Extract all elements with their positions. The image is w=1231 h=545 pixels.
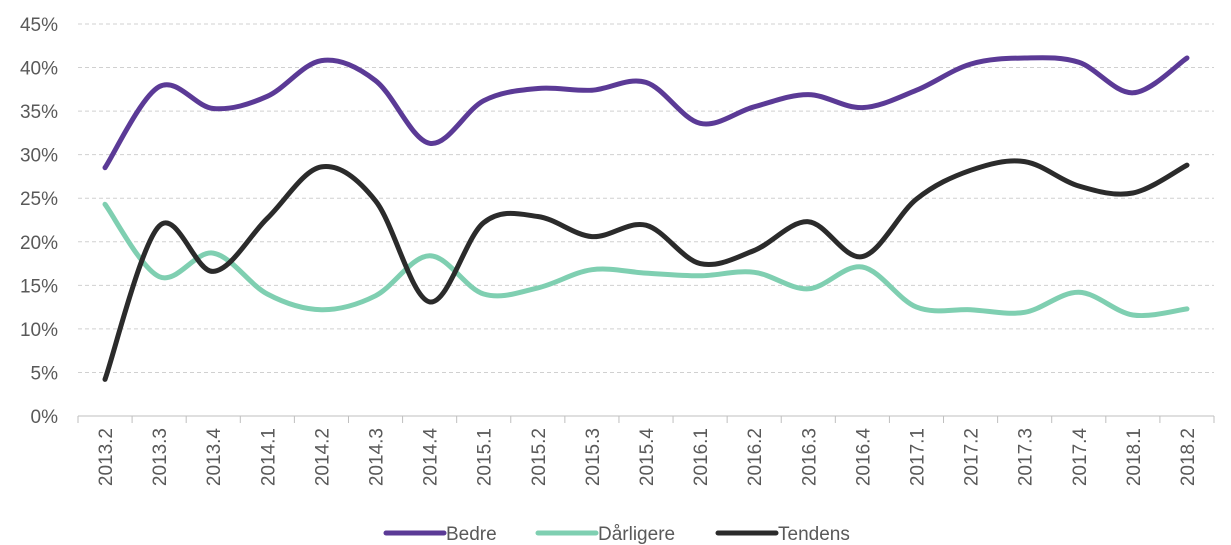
y-tick-label: 25% [20, 189, 58, 210]
x-tick-label: 2013.4 [204, 428, 225, 487]
x-tick-label: 2017.4 [1070, 428, 1091, 487]
y-axis-tick-labels: 0% 5% 10% 15% 20% 25% 30% 35% 40% 45% [20, 15, 58, 428]
series-line-1 [102, 55, 1190, 171]
x-tick-label: 2018.1 [1124, 428, 1145, 486]
x-tick-label: 2017.2 [962, 428, 983, 486]
x-tick-label: 2015.2 [529, 428, 550, 486]
legend: Bedre Dårligere Tendens [383, 524, 850, 545]
legend-label: Bedre [446, 524, 497, 545]
x-tick-label: 2014.4 [421, 428, 442, 487]
x-tick-label: 2014.1 [258, 428, 279, 486]
y-tick-label: 0% [31, 407, 59, 428]
x-tick-label: 2014.3 [367, 428, 388, 486]
y-tick-label: 45% [20, 15, 58, 36]
x-tick-label: 2015.4 [637, 428, 658, 487]
x-tick-label: 2016.1 [691, 428, 712, 486]
x-tick-label: 2014.2 [312, 428, 333, 486]
grid-lines [78, 23, 1214, 373]
legend-label: Dårligere [598, 524, 675, 545]
x-tick-label: 2015.1 [475, 428, 496, 486]
y-tick-label: 40% [20, 59, 58, 80]
x-tick-label: 2013.2 [96, 428, 117, 486]
x-tick-label: 2017.3 [1016, 428, 1037, 486]
x-tick-label: 2016.4 [853, 428, 874, 487]
y-tick-label: 30% [20, 146, 58, 167]
x-tick-label: 2013.3 [150, 428, 171, 486]
series-line-3 [102, 158, 1190, 382]
series-line-2 [102, 201, 1190, 319]
x-tick-label: 2016.3 [799, 428, 820, 486]
y-tick-label: 15% [20, 276, 58, 297]
series-lines [102, 55, 1190, 382]
y-tick-label: 35% [20, 102, 58, 123]
legend-label: Tendens [778, 524, 850, 545]
y-tick-label: 10% [20, 320, 58, 341]
x-axis: 2013.2 2013.3 2013.4 2014.1 2014.2 2014.3 2014… [77, 415, 1215, 487]
x-tick-label: 2015.3 [583, 428, 604, 486]
x-tick-label: 2018.2 [1178, 428, 1199, 486]
x-tick-label: 2016.2 [745, 428, 766, 486]
y-tick-label: 5% [31, 363, 59, 384]
y-tick-label: 20% [20, 233, 58, 254]
x-tick-label: 2017.1 [907, 428, 928, 486]
